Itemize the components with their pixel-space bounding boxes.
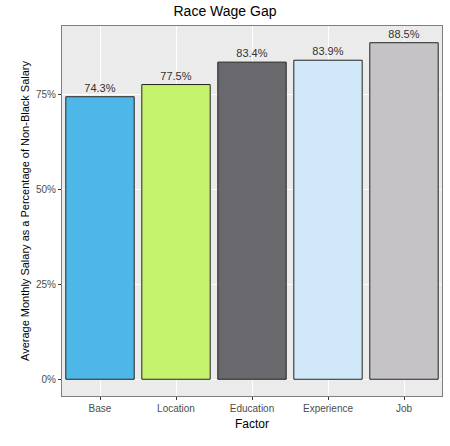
- svg-text:88.5%: 88.5%: [388, 28, 419, 40]
- svg-text:0%: 0%: [42, 374, 57, 385]
- svg-text:83.9%: 83.9%: [312, 45, 343, 57]
- svg-text:Average Monthly Salary as a Pe: Average Monthly Salary as a Percentage o…: [19, 61, 31, 362]
- svg-text:Race Wage Gap: Race Wage Gap: [174, 3, 277, 19]
- svg-text:77.5%: 77.5%: [160, 70, 191, 82]
- svg-text:Factor: Factor: [235, 417, 269, 431]
- svg-text:Location: Location: [157, 403, 195, 414]
- svg-text:50%: 50%: [36, 184, 56, 195]
- svg-text:Job: Job: [396, 403, 413, 414]
- svg-text:75%: 75%: [36, 89, 56, 100]
- svg-text:83.4%: 83.4%: [236, 47, 267, 59]
- svg-text:74.3%: 74.3%: [84, 82, 115, 94]
- svg-text:Experience: Experience: [303, 403, 353, 414]
- svg-text:Base: Base: [89, 403, 112, 414]
- svg-text:Education: Education: [230, 403, 274, 414]
- svg-text:25%: 25%: [36, 279, 56, 290]
